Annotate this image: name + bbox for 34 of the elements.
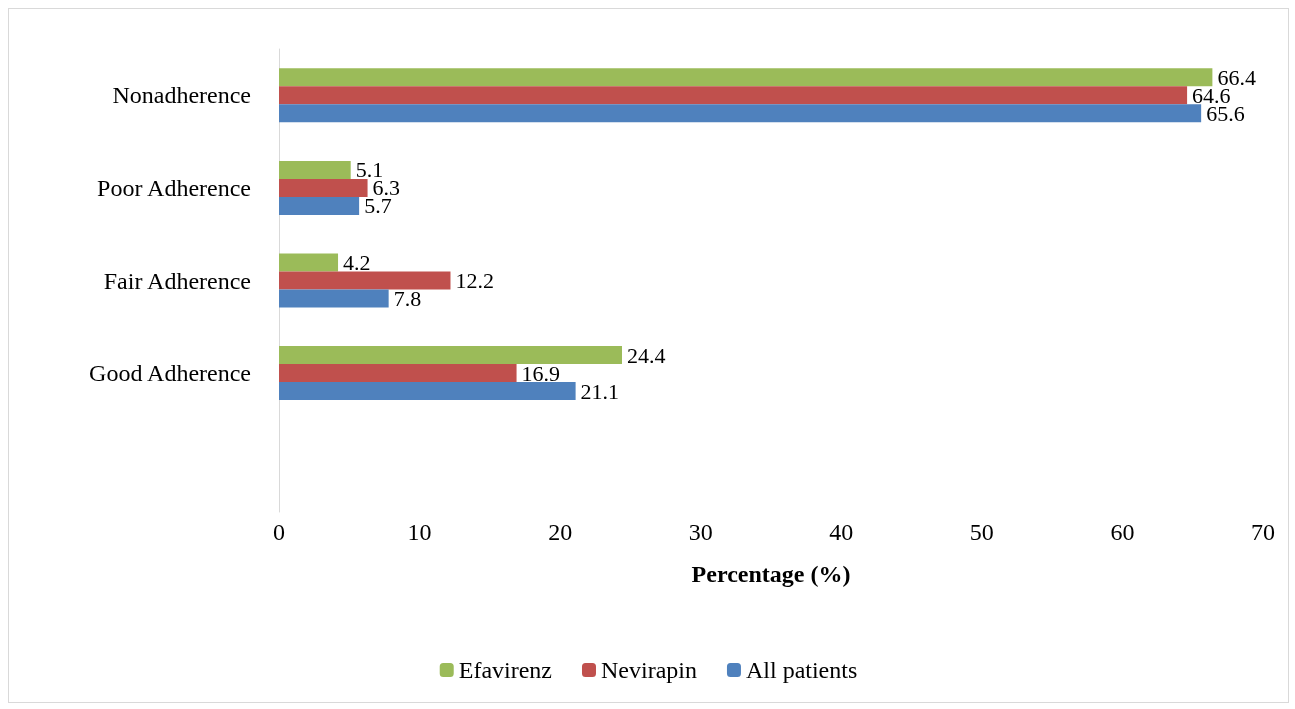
x-tick-label: 0 <box>273 519 285 545</box>
bar <box>279 289 389 308</box>
bar <box>279 271 451 290</box>
bar <box>279 346 622 365</box>
x-tick-label: 40 <box>829 519 854 545</box>
bar <box>279 86 1188 105</box>
x-tick-label: 30 <box>688 519 713 545</box>
x-tick-label: 20 <box>548 519 573 545</box>
bar <box>279 68 1213 87</box>
data-label: 21.1 <box>580 378 620 404</box>
bar <box>279 104 1202 123</box>
data-label: 24.4 <box>626 342 666 368</box>
legend-label: All patients <box>745 657 858 683</box>
x-tick-label: 70 <box>1251 519 1275 545</box>
x-tick-label: 60 <box>1110 519 1135 545</box>
y-tick-label: Fair Adherence <box>103 267 251 294</box>
bar <box>279 160 351 179</box>
bar <box>279 196 360 215</box>
data-label: 4.2 <box>343 250 371 275</box>
bar <box>279 253 339 272</box>
data-label: 16.9 <box>521 360 561 386</box>
bar <box>279 178 368 197</box>
x-tick-label: 10 <box>407 519 432 545</box>
x-tick-label: 50 <box>969 519 994 545</box>
bar <box>279 364 517 383</box>
bar <box>279 382 576 401</box>
data-label: 12.2 <box>455 268 494 293</box>
legend-label: Nevirapin <box>600 657 697 683</box>
y-tick-label: Good Adherence <box>89 360 251 387</box>
x-axis-title: Percentage (%) <box>691 561 851 587</box>
y-tick-label: Nonadherence <box>112 82 251 109</box>
legend-label: Efavirenz <box>458 657 553 683</box>
data-label: 7.8 <box>393 286 422 311</box>
y-tick-label: Poor Adherence <box>97 174 251 201</box>
